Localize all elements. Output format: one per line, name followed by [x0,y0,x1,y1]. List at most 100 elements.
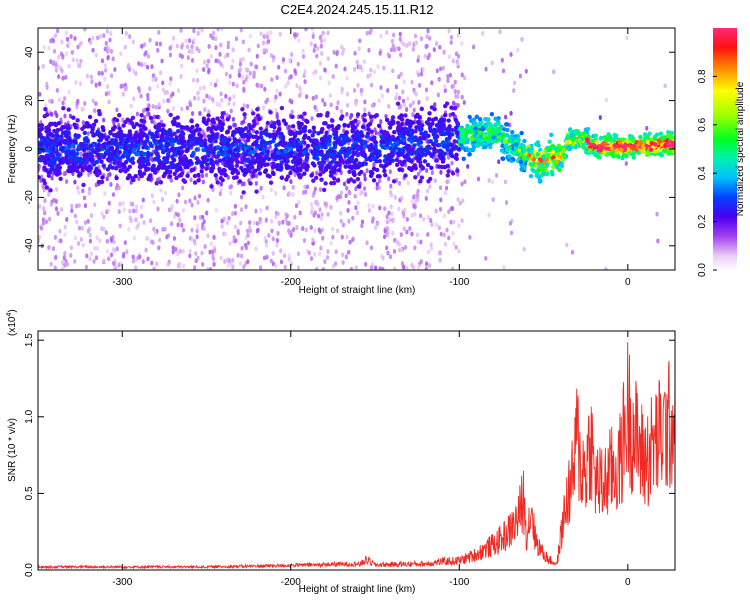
heatmap-cell [426,28,430,34]
heatmap-cell [391,68,395,74]
heatmap-cell [223,231,228,237]
heatmap-cell [239,165,244,171]
heatmap-cell [309,202,314,207]
heatmap-cell [148,141,153,146]
heatmap-cell [175,123,180,128]
heatmap-cell [389,204,393,210]
heatmap-cell [178,217,182,223]
heatmap-cell [201,214,205,220]
heatmap-cell [367,203,371,208]
heatmap-cell [201,173,205,179]
heatmap-cell [175,115,180,120]
heatmap-cell [73,36,77,41]
heatmap-cell [302,238,307,243]
heatmap-cell [460,72,464,78]
heatmap-cell [261,194,265,200]
heatmap-cell [93,118,99,124]
heatmap-cell [419,131,424,136]
heatmap-cell [329,123,335,129]
heatmap-cell [256,161,262,166]
heatmap-cell [419,239,423,245]
heatmap-cell [454,94,458,99]
heatmap-cell [331,234,335,240]
heatmap-cell [170,137,175,142]
heatmap-cell [242,264,246,270]
heatmap-cell [663,83,667,89]
heatmap-cell [185,44,190,50]
heatmap-cell [78,172,83,177]
heatmap-cell [251,149,257,155]
heatmap-cell [332,49,336,55]
heatmap-cell [82,195,87,201]
heatmap-cell [298,86,302,91]
heatmap-cell [169,207,173,213]
heatmap-cell [279,248,283,254]
heatmap-cell [344,254,348,260]
heatmap-cell [157,245,161,251]
heatmap-cell [398,133,404,139]
heatmap-cell [267,38,271,44]
heatmap-cell [72,165,77,171]
heatmap-cell [446,154,451,160]
heatmap-cell [42,165,47,170]
heatmap-cell [319,149,324,154]
heatmap-cell [95,173,100,178]
heatmap-cell [394,140,399,146]
heatmap-cell [521,155,526,160]
heatmap-cell [181,178,186,183]
heatmap-cell [230,64,234,70]
heatmap-cell [174,168,180,173]
heatmap-cell [450,132,455,137]
heatmap-cell [219,127,224,133]
heatmap-cell [409,166,414,171]
heatmap-cell [347,200,351,205]
heatmap-cell [169,76,173,82]
heatmap-cell [167,98,171,104]
heatmap-cell [87,190,91,196]
heatmap-cell [170,203,174,209]
heatmap-cell [350,237,355,243]
heatmap-cell [452,105,458,111]
heatmap-cell [659,153,664,158]
heatmap-cell [323,201,327,207]
heatmap-cell [274,108,278,113]
heatmap-cell [438,185,443,191]
heatmap-cell [91,47,95,53]
heatmap-cell [315,199,319,205]
heatmap-cell [111,235,115,240]
heatmap-cell [47,170,52,175]
heatmap-cell [248,220,252,226]
heatmap-cell [355,151,360,157]
heatmap-cell [206,69,211,75]
heatmap-cell [304,28,308,32]
heatmap-cell [373,140,379,145]
heatmap-cell [502,127,507,132]
heatmap-cell [438,44,442,50]
heatmap-cell [377,149,382,154]
heatmap-cell [139,113,144,118]
heatmap-cell [141,171,147,176]
heatmap-cell [99,159,104,164]
heatmap-cell [196,255,200,261]
heatmap-cell [456,172,460,177]
heatmap-cell [427,146,433,151]
heatmap-cell [73,213,77,219]
heatmap-cell [317,227,321,233]
heatmap-cell [41,64,45,69]
heatmap-cell [313,43,317,49]
heatmap-cell [211,35,215,41]
heatmap-cell [70,203,74,209]
heatmap-cell [128,208,132,214]
heatmap-cell [321,143,326,148]
heatmap-cell [450,206,455,211]
heatmap-cell [344,193,348,199]
heatmap-cell [265,162,270,167]
heatmap-cell [258,146,263,151]
heatmap-cell [376,123,382,129]
heatmap-cell [392,217,396,223]
heatmap-cell [201,262,205,267]
heatmap-cell [381,255,385,261]
heatmap-cell [296,265,301,270]
heatmap-cell [79,151,83,157]
heatmap-cell [51,141,56,147]
